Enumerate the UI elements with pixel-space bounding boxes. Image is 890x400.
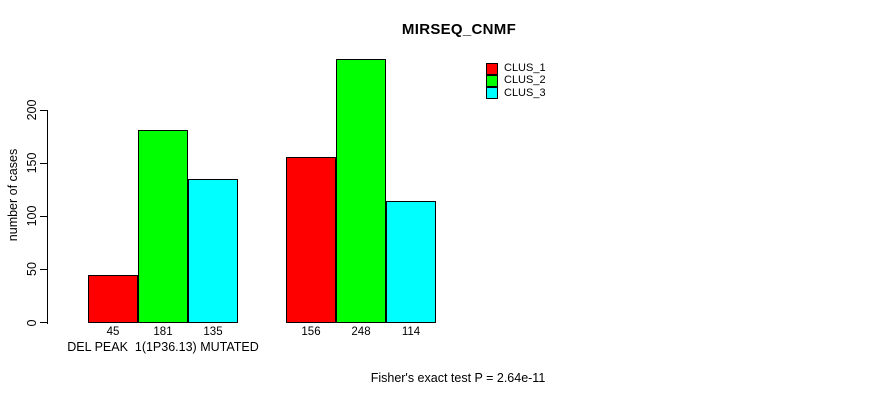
x-axis-group-label: DEL PEAK 1(1P36.13) MUTATED [67,340,259,354]
y-axis-label: number of cases [6,148,20,242]
bar-value-label: 156 [301,326,321,338]
legend-label: CLUS_3 [504,86,546,99]
bar-clus_3-group2 [386,201,436,323]
bar-value-label: 248 [351,326,371,338]
y-axis-tick [40,268,48,270]
legend-item: CLUS_1 [486,62,546,75]
y-axis-tick [40,109,48,111]
fisher-test-annotation: Fisher's exact test P = 2.64e-11 [370,371,546,385]
bar-value-label: 181 [153,326,173,338]
y-axis-tick [40,215,48,217]
y-axis-tick [40,322,48,323]
legend-swatch-icon [486,62,498,75]
bar-clus_1-group1 [88,274,138,323]
legend-label: CLUS_1 [504,62,546,74]
y-axis-tick-label: 200 [25,99,39,121]
legend-swatch-icon [486,74,498,87]
y-axis-tick-label: 50 [25,262,39,277]
y-axis-tick [40,162,48,164]
legend-item: CLUS_2 [486,74,546,87]
y-axis-line [47,110,48,324]
bar-clus_3-group1 [188,179,238,323]
legend-item: CLUS_3 [486,86,546,100]
bar-clus_2-group1 [138,130,188,323]
legend-swatch-icon [486,87,498,100]
bar-value-label: 135 [203,326,223,338]
legend: CLUS_1 CLUS_2 CLUS_3 [486,62,546,100]
chart-title: MIRSEQ_CNMF [401,21,517,38]
bar-clus_1-group2 [286,156,336,323]
y-axis-tick-label: 0 [25,319,39,326]
bar-clus_2-group2 [336,59,386,323]
bar-value-label: 45 [106,326,120,338]
legend-label: CLUS_2 [504,74,546,87]
y-axis-tick-label: 100 [25,205,39,227]
y-axis-tick-label: 150 [25,152,39,174]
bar-value-label: 114 [401,326,421,338]
